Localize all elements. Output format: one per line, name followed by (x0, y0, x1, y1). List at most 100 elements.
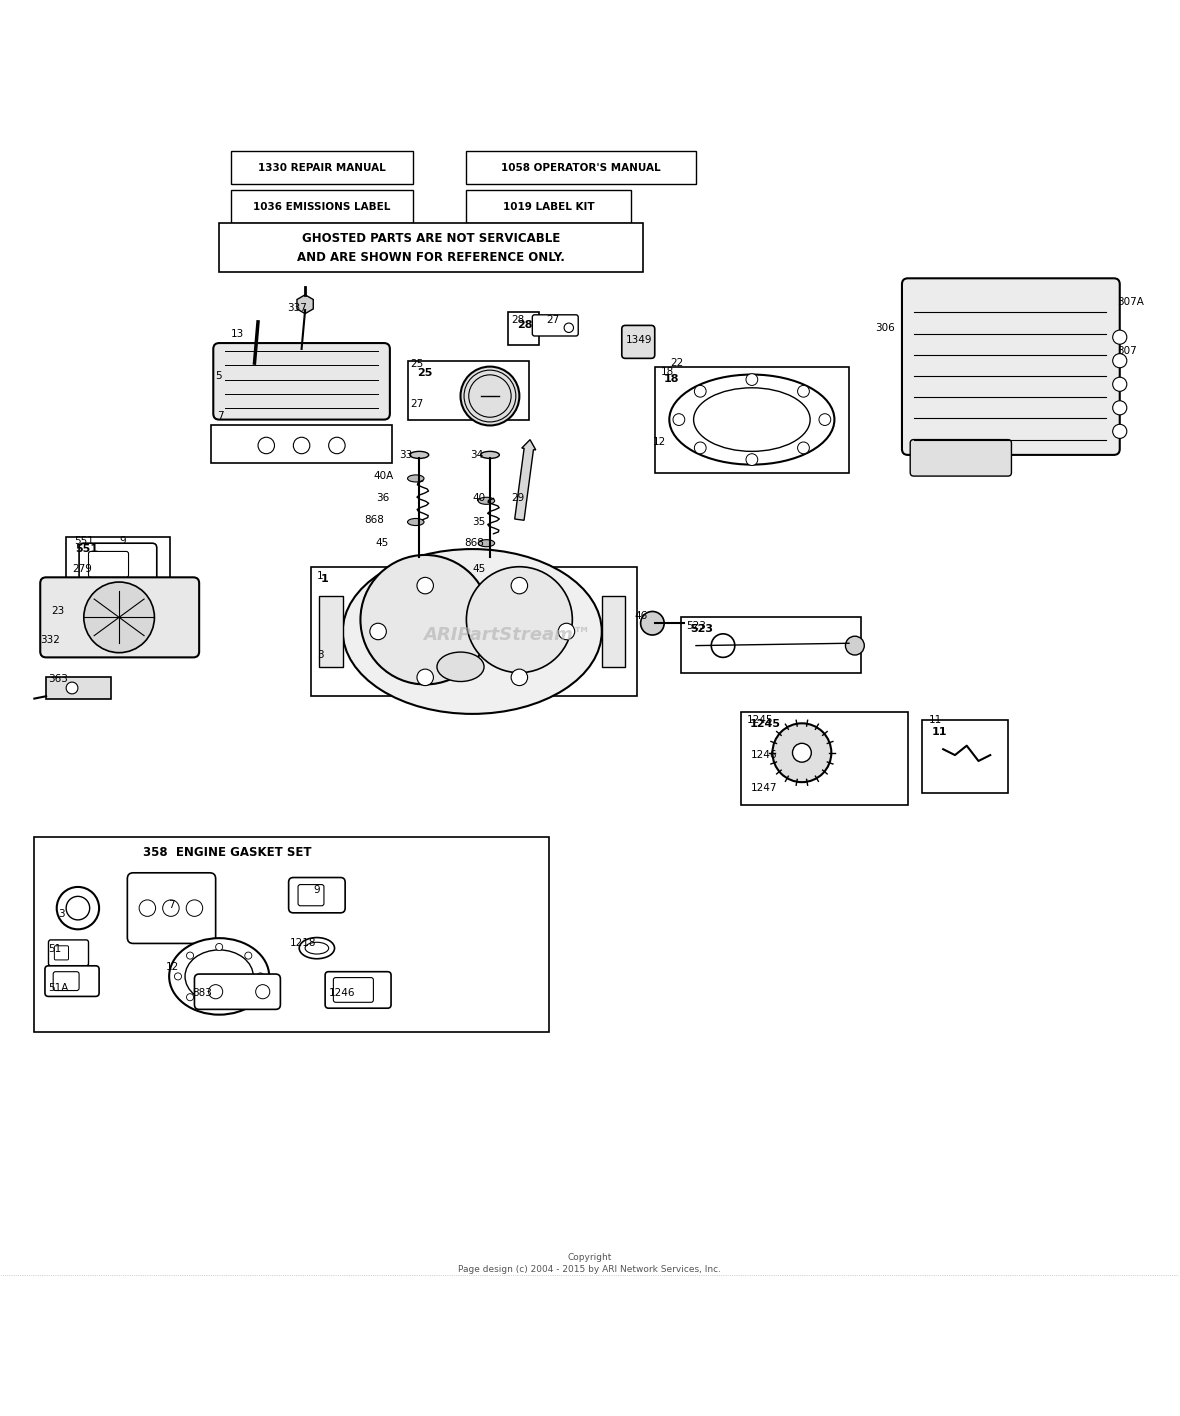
FancyBboxPatch shape (54, 946, 68, 960)
FancyBboxPatch shape (79, 544, 157, 586)
FancyBboxPatch shape (289, 878, 345, 913)
Text: 523: 523 (687, 620, 707, 630)
Circle shape (329, 438, 345, 453)
Circle shape (175, 973, 182, 980)
Circle shape (1113, 401, 1127, 415)
Circle shape (216, 943, 223, 950)
Text: 23: 23 (51, 606, 64, 616)
FancyBboxPatch shape (195, 974, 281, 1010)
Text: 551: 551 (76, 544, 99, 555)
Text: 306: 306 (874, 323, 894, 333)
Circle shape (66, 896, 90, 920)
Circle shape (819, 413, 831, 425)
Text: 5: 5 (216, 371, 222, 381)
Bar (231, 152, 413, 184)
Text: 9: 9 (119, 535, 126, 545)
Text: 868: 868 (464, 538, 484, 548)
Circle shape (256, 984, 270, 998)
Ellipse shape (480, 452, 499, 459)
Text: 25: 25 (417, 368, 432, 378)
Bar (320, 596, 342, 667)
Text: 1247: 1247 (752, 783, 778, 793)
Bar (312, 566, 637, 697)
Text: 18: 18 (661, 368, 674, 378)
Circle shape (186, 901, 203, 916)
Circle shape (163, 901, 179, 916)
FancyArrow shape (514, 440, 536, 520)
Text: 18: 18 (664, 374, 680, 384)
FancyBboxPatch shape (88, 551, 129, 578)
Bar (46, 677, 111, 698)
Text: 11: 11 (929, 715, 943, 725)
Text: 22: 22 (670, 358, 683, 368)
Circle shape (1113, 377, 1127, 391)
Bar (922, 719, 1008, 793)
Text: 358  ENGINE GASKET SET: 358 ENGINE GASKET SET (143, 847, 312, 860)
FancyBboxPatch shape (53, 971, 79, 991)
Text: 36: 36 (375, 493, 389, 504)
Circle shape (66, 683, 78, 694)
Text: 33: 33 (399, 450, 413, 460)
FancyBboxPatch shape (48, 940, 88, 966)
Ellipse shape (478, 497, 494, 504)
Bar (741, 711, 907, 804)
Circle shape (641, 612, 664, 634)
Text: 332: 332 (40, 634, 60, 644)
Circle shape (746, 374, 758, 385)
Text: 12: 12 (166, 961, 179, 971)
Text: 307A: 307A (1117, 297, 1145, 307)
Circle shape (360, 555, 490, 684)
FancyBboxPatch shape (211, 425, 392, 463)
FancyBboxPatch shape (334, 977, 373, 1003)
Circle shape (258, 438, 275, 453)
Text: 551: 551 (74, 535, 94, 545)
Text: 29: 29 (511, 493, 524, 504)
Ellipse shape (409, 452, 428, 459)
FancyBboxPatch shape (326, 971, 391, 1008)
Text: 25: 25 (409, 360, 424, 370)
FancyBboxPatch shape (127, 872, 216, 943)
Circle shape (186, 952, 194, 959)
Text: 363: 363 (48, 674, 68, 684)
Ellipse shape (169, 939, 269, 1015)
Text: 883: 883 (192, 988, 212, 998)
Circle shape (244, 994, 251, 1001)
Bar (507, 313, 539, 346)
Text: 1245: 1245 (747, 715, 773, 725)
Text: 27: 27 (546, 314, 559, 324)
Bar (34, 837, 549, 1032)
Text: 9: 9 (314, 885, 320, 895)
Text: 11: 11 (931, 726, 946, 736)
FancyBboxPatch shape (40, 578, 199, 657)
Text: 337: 337 (288, 303, 307, 313)
Circle shape (558, 623, 575, 640)
Circle shape (798, 385, 809, 396)
Text: ARIPartStream™: ARIPartStream™ (424, 626, 591, 644)
Text: 40A: 40A (373, 472, 394, 481)
Circle shape (466, 566, 572, 673)
Text: 34: 34 (470, 450, 483, 460)
Text: 45: 45 (375, 538, 389, 548)
Text: 7: 7 (169, 899, 175, 909)
Circle shape (84, 582, 155, 653)
Circle shape (209, 984, 223, 998)
Circle shape (673, 413, 684, 425)
Text: 12: 12 (653, 438, 666, 447)
Circle shape (417, 670, 433, 685)
Text: 35: 35 (472, 517, 485, 527)
Bar (602, 596, 625, 667)
Text: Copyright
Page design (c) 2004 - 2015 by ARI Network Services, Inc.: Copyright Page design (c) 2004 - 2015 by… (459, 1253, 721, 1274)
Circle shape (511, 578, 527, 593)
Ellipse shape (694, 388, 811, 452)
FancyBboxPatch shape (299, 885, 325, 906)
Ellipse shape (407, 518, 424, 525)
Ellipse shape (437, 653, 484, 681)
Text: 3: 3 (317, 650, 323, 660)
FancyBboxPatch shape (214, 343, 389, 419)
Text: 27: 27 (409, 399, 424, 409)
Circle shape (294, 438, 310, 453)
Circle shape (694, 385, 706, 396)
Text: 7: 7 (217, 411, 223, 421)
Circle shape (746, 453, 758, 466)
Ellipse shape (669, 375, 834, 464)
